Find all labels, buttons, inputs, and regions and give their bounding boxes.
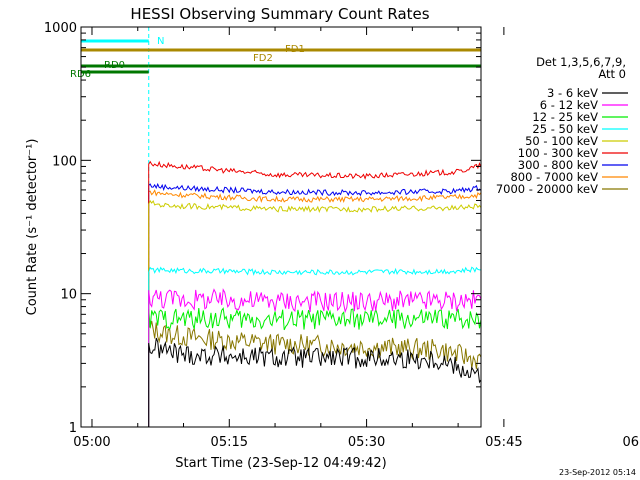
- flag-label-0: N: [157, 36, 164, 47]
- chart-title: HESSI Observing Summary Count Rates: [130, 5, 429, 23]
- flag-label-2: FD1: [285, 44, 305, 55]
- legend-label-4: 50 - 100 keV: [525, 134, 598, 148]
- x-tick-label-3: 05:45: [485, 435, 522, 450]
- y-tick-label-1: 10: [60, 288, 77, 303]
- legend-label-0: 3 - 6 keV: [547, 86, 598, 100]
- legend-label-7: 800 - 7000 keV: [510, 170, 598, 184]
- series-line-12-25-: [148, 307, 482, 427]
- legend-label-1: 6 - 12 keV: [540, 98, 598, 112]
- timestamp-label: 23-Sep-2012 05:14: [559, 468, 636, 477]
- legend-label-8: 7000 - 20000 keV: [496, 182, 598, 196]
- flag-label-3: FD2: [253, 53, 273, 64]
- y-axis-title: Count Rate (s⁻¹ detector⁻¹): [25, 139, 40, 316]
- flag-label-4: RD0: [104, 60, 125, 71]
- x-tick-label-4: 06:00: [622, 435, 640, 450]
- legend-label-3: 25 - 50 keV: [532, 122, 598, 136]
- y-tick-label-3: 1000: [44, 21, 77, 36]
- x-tick-label-2: 05:30: [348, 435, 385, 450]
- legend-header-1: Att 0: [598, 67, 626, 81]
- plot-frame: [80, 26, 482, 428]
- legend-label-6: 300 - 800 keV: [518, 158, 598, 172]
- y-tick-label-0: 1: [69, 421, 77, 436]
- x-axis-title: Start Time (23-Sep-12 04:49:42): [175, 456, 386, 471]
- x-tick-label-1: 05:15: [211, 435, 248, 450]
- legend-header-0: Det 1,3,5,6,7,9,: [536, 55, 626, 69]
- legend-label-5: 100 - 300 keV: [518, 146, 598, 160]
- y-tick-label-2: 100: [52, 154, 77, 169]
- x-tick-label-0: 05:00: [73, 435, 110, 450]
- series-line-3-6-: [148, 337, 482, 427]
- legend-label-2: 12 - 25 keV: [532, 110, 598, 124]
